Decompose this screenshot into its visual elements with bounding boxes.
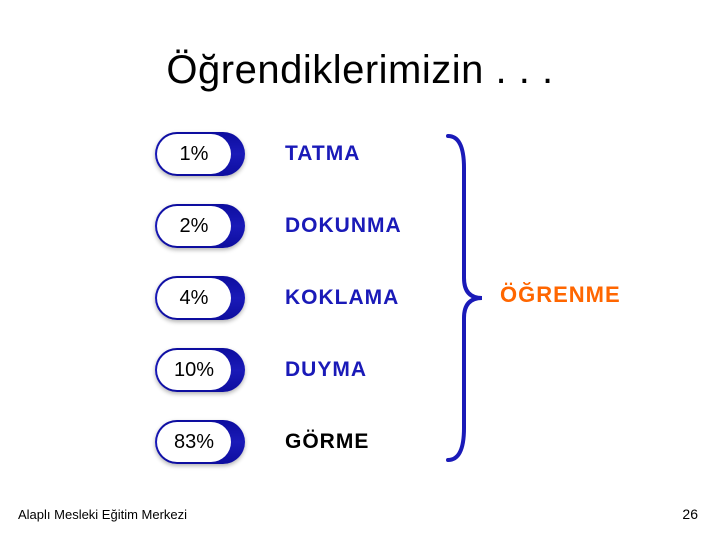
row-3: 4% KOKLAMA — [155, 274, 402, 322]
row-2: 2% DOKUNMA — [155, 202, 402, 250]
percent-pill: 4% — [155, 276, 245, 320]
percent-value: 4% — [157, 278, 231, 318]
row-1: 1% TATMA — [155, 130, 402, 178]
percent-value: 10% — [157, 350, 231, 390]
sense-label: KOKLAMA — [285, 286, 399, 310]
percent-pill: 2% — [155, 204, 245, 248]
sense-label: TATMA — [285, 142, 360, 166]
percent-value: 1% — [157, 134, 231, 174]
result-label: ÖĞRENME — [500, 282, 621, 308]
percent-pill: 1% — [155, 132, 245, 176]
sense-label: DOKUNMA — [285, 214, 402, 238]
sense-label: DUYMA — [285, 358, 367, 382]
curly-brace-icon — [440, 128, 490, 468]
percent-rows: 1% TATMA 2% DOKUNMA 4% KOKLAMA 10% DUYMA… — [155, 130, 402, 466]
sense-label: GÖRME — [285, 430, 369, 454]
row-4: 10% DUYMA — [155, 346, 402, 394]
page-number: 26 — [682, 506, 698, 522]
percent-value: 2% — [157, 206, 231, 246]
percent-value: 83% — [157, 422, 231, 462]
page-title: Öğrendiklerimizin . . . — [0, 48, 720, 93]
percent-pill: 83% — [155, 420, 245, 464]
footer-text: Alaplı Mesleki Eğitim Merkezi — [18, 507, 187, 522]
row-5: 83% GÖRME — [155, 418, 402, 466]
percent-pill: 10% — [155, 348, 245, 392]
